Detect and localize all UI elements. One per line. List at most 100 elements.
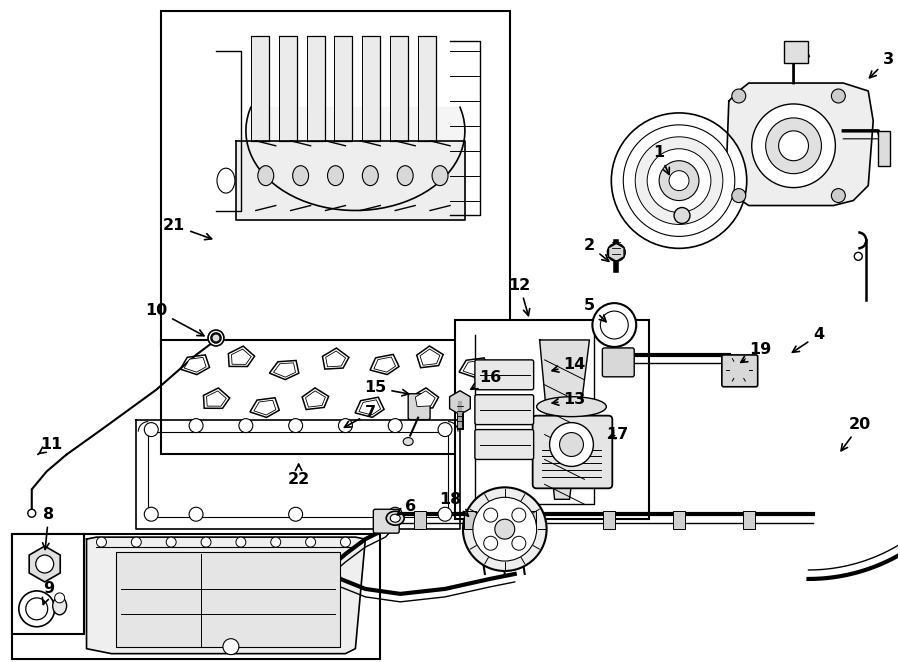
Polygon shape — [203, 388, 230, 408]
Circle shape — [550, 422, 593, 467]
Text: 17: 17 — [607, 427, 628, 442]
Circle shape — [36, 555, 54, 573]
Polygon shape — [463, 360, 485, 375]
Ellipse shape — [391, 514, 401, 522]
Text: 21: 21 — [163, 218, 212, 240]
Circle shape — [463, 487, 546, 571]
Bar — [12, 534, 84, 634]
Polygon shape — [274, 363, 295, 377]
Circle shape — [388, 418, 402, 432]
Polygon shape — [231, 349, 251, 364]
Polygon shape — [29, 546, 60, 582]
Circle shape — [778, 131, 808, 161]
Circle shape — [144, 507, 158, 521]
Bar — [116, 552, 340, 647]
Polygon shape — [450, 391, 471, 414]
Text: 2: 2 — [584, 238, 608, 261]
Circle shape — [96, 537, 106, 547]
FancyBboxPatch shape — [602, 348, 634, 377]
Text: 16: 16 — [471, 370, 501, 389]
Circle shape — [189, 507, 203, 521]
Text: 5: 5 — [584, 298, 606, 322]
Bar — [12, 534, 381, 659]
Circle shape — [144, 422, 158, 436]
Circle shape — [438, 422, 452, 436]
Bar — [742, 511, 755, 529]
Text: 8: 8 — [42, 506, 54, 549]
Polygon shape — [356, 397, 384, 417]
Ellipse shape — [217, 168, 235, 193]
Bar — [455, 320, 649, 519]
Text: 20: 20 — [842, 417, 871, 451]
Circle shape — [495, 519, 515, 539]
Text: 9: 9 — [42, 581, 54, 604]
Polygon shape — [86, 537, 365, 653]
Circle shape — [624, 125, 734, 236]
Ellipse shape — [397, 166, 413, 185]
Circle shape — [223, 639, 238, 655]
Text: 14: 14 — [552, 357, 586, 372]
Polygon shape — [229, 346, 255, 367]
Circle shape — [832, 89, 845, 103]
Text: 11: 11 — [38, 437, 63, 454]
Circle shape — [388, 507, 402, 521]
Polygon shape — [302, 388, 328, 410]
Text: 6: 6 — [397, 498, 416, 514]
Circle shape — [340, 537, 350, 547]
Circle shape — [483, 508, 498, 522]
Text: 3: 3 — [869, 52, 894, 77]
Polygon shape — [608, 244, 624, 261]
Circle shape — [635, 137, 723, 224]
Polygon shape — [727, 83, 873, 205]
Circle shape — [166, 537, 176, 547]
Polygon shape — [236, 141, 465, 220]
Bar — [414, 511, 426, 529]
Text: 1: 1 — [653, 145, 670, 174]
Text: 19: 19 — [741, 342, 772, 362]
Polygon shape — [269, 361, 299, 379]
FancyBboxPatch shape — [533, 416, 612, 489]
Circle shape — [674, 207, 690, 224]
Circle shape — [560, 432, 583, 457]
FancyBboxPatch shape — [475, 430, 534, 459]
FancyBboxPatch shape — [475, 395, 534, 424]
Ellipse shape — [403, 438, 413, 446]
Polygon shape — [326, 351, 346, 367]
Polygon shape — [246, 107, 465, 211]
Polygon shape — [417, 346, 443, 367]
Ellipse shape — [53, 597, 67, 615]
Circle shape — [472, 497, 536, 561]
Polygon shape — [370, 354, 399, 375]
Circle shape — [647, 149, 711, 213]
Polygon shape — [415, 391, 436, 406]
Ellipse shape — [292, 166, 309, 185]
FancyBboxPatch shape — [475, 360, 534, 390]
Bar — [603, 511, 616, 529]
Polygon shape — [420, 349, 440, 365]
Bar — [524, 511, 536, 529]
Bar — [161, 340, 515, 455]
Circle shape — [752, 104, 835, 187]
Polygon shape — [305, 391, 326, 407]
Text: 12: 12 — [508, 277, 531, 316]
Circle shape — [236, 537, 246, 547]
Circle shape — [669, 171, 689, 191]
Circle shape — [438, 507, 452, 521]
Text: 4: 4 — [792, 328, 824, 352]
Circle shape — [26, 598, 48, 620]
Circle shape — [854, 252, 862, 260]
Text: 7: 7 — [345, 405, 376, 427]
Circle shape — [732, 189, 746, 203]
Polygon shape — [180, 355, 210, 375]
Circle shape — [131, 537, 141, 547]
FancyBboxPatch shape — [409, 394, 430, 420]
Circle shape — [338, 418, 353, 432]
Polygon shape — [254, 401, 276, 415]
Polygon shape — [184, 357, 206, 372]
Circle shape — [483, 536, 498, 550]
Circle shape — [659, 161, 699, 201]
Circle shape — [201, 537, 211, 547]
Circle shape — [289, 418, 302, 432]
Circle shape — [28, 509, 36, 517]
Bar — [335, 36, 353, 141]
